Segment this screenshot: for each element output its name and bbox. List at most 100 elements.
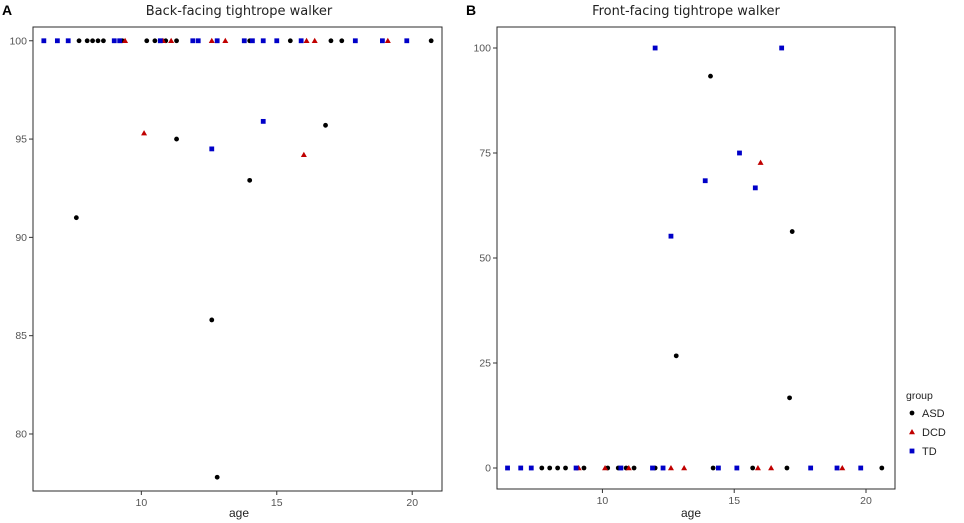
panel-a-point-dcd bbox=[208, 37, 215, 44]
panel-a-point-td bbox=[41, 38, 47, 44]
panel-b-point-asd bbox=[563, 465, 568, 471]
panel-a-y-tick-label: 100 bbox=[9, 35, 27, 47]
panel-a-point-td bbox=[157, 38, 163, 44]
panel-a-point-asd bbox=[328, 38, 334, 44]
panel-b-point-asd bbox=[547, 465, 553, 471]
panel-b-point-td bbox=[618, 465, 624, 471]
panel-b-label: B bbox=[466, 2, 476, 18]
panel-a-point-dcd bbox=[168, 37, 175, 44]
legend-items: ASD DCD TD bbox=[909, 408, 946, 458]
panel-b-plot-area bbox=[496, 26, 896, 490]
panel-b-point-asd bbox=[787, 395, 792, 401]
panel-a-point-asd bbox=[287, 38, 293, 44]
panel-b-point-asd bbox=[555, 465, 561, 471]
panel-a-label: A bbox=[2, 2, 12, 18]
panel-a-point-td bbox=[190, 38, 196, 44]
panel-b-point-asd bbox=[750, 465, 756, 471]
panel-a-point-td bbox=[249, 38, 255, 44]
panel-b-points bbox=[505, 45, 885, 471]
panel-a-x-ticks: 10 15 20 bbox=[136, 491, 418, 509]
panel-b-x-tick-label: 15 bbox=[728, 495, 740, 507]
panel-b-point-td bbox=[752, 185, 758, 191]
panel-a-point-asd bbox=[174, 38, 179, 44]
panel-b-x-tick-label: 10 bbox=[597, 495, 609, 507]
panel-a-point-td bbox=[117, 38, 123, 44]
panel-b-point-td bbox=[716, 465, 721, 471]
panel-b-y-tick-label: 0 bbox=[485, 463, 491, 475]
panel-a-point-dcd bbox=[300, 151, 307, 158]
panel-a-y-tick-label: 80 bbox=[15, 428, 27, 440]
panel-b-point-dcd bbox=[839, 465, 846, 471]
panel-a-plot-area bbox=[32, 26, 443, 492]
panel-a-x-tick-label: 20 bbox=[406, 497, 418, 509]
panel-b-point-asd bbox=[789, 229, 795, 234]
panel-a-point-dcd bbox=[122, 37, 129, 44]
panel-a-point-asd bbox=[144, 38, 150, 44]
legend-title: group bbox=[906, 390, 933, 402]
panel-b-point-td bbox=[650, 465, 655, 471]
panel-a-point-dcd bbox=[384, 37, 391, 44]
panel-b-point-dcd bbox=[625, 465, 632, 471]
panel-a-points bbox=[41, 37, 434, 480]
panel-a-point-asd bbox=[84, 38, 90, 44]
panel-a-x-tick-label: 15 bbox=[271, 497, 283, 509]
panel-b-point-dcd bbox=[754, 465, 761, 471]
panel-b-point-td bbox=[518, 465, 524, 471]
panel-a-point-dcd bbox=[303, 37, 310, 44]
legend-label-dcd: DCD bbox=[922, 427, 946, 439]
panel-a-x-axis-label: age bbox=[229, 506, 249, 520]
panel-b-point-td bbox=[573, 465, 579, 471]
panel-b-point-td bbox=[660, 465, 666, 471]
panel-b-point-td bbox=[702, 178, 708, 184]
panel-b-point-asd bbox=[581, 465, 587, 471]
panel-b-y-tick-label: 50 bbox=[479, 253, 491, 265]
panel-a-point-dcd bbox=[311, 37, 318, 44]
panel-b-point-dcd bbox=[681, 465, 688, 471]
panel-a-point-asd bbox=[214, 474, 220, 480]
panel-a-x-tick-label: 10 bbox=[136, 497, 148, 509]
panel-a-y-tick-label: 85 bbox=[15, 330, 27, 342]
panel-a-point-dcd bbox=[141, 130, 148, 136]
panel-b-point-asd bbox=[673, 353, 679, 359]
panel-a-point-td bbox=[260, 38, 266, 44]
panel-b-point-asd bbox=[539, 465, 545, 471]
panel-a-point-td bbox=[195, 38, 201, 44]
panel-a-point-asd bbox=[76, 38, 82, 44]
panel-a-point-td bbox=[241, 38, 247, 44]
panel-b-point-dcd bbox=[768, 465, 775, 471]
panel-a-point-asd bbox=[428, 38, 434, 44]
panel-b-point-asd bbox=[708, 73, 713, 79]
panel-b-point-dcd bbox=[757, 159, 764, 165]
panel-a-point-asd bbox=[90, 38, 95, 44]
panel-a-point-td bbox=[209, 146, 215, 152]
panel-a-point-td bbox=[65, 38, 71, 44]
panel-b-point-td bbox=[734, 465, 740, 471]
panel-a-point-td bbox=[54, 38, 60, 44]
legend-label-td: TD bbox=[922, 446, 937, 458]
panel-b-point-asd bbox=[631, 465, 637, 471]
panel-b-point-asd bbox=[879, 465, 885, 471]
panel-b-point-td bbox=[505, 465, 510, 471]
panel-b-point-asd bbox=[710, 465, 716, 471]
panel-a-point-asd bbox=[95, 38, 101, 44]
panel-a-point-td bbox=[404, 38, 410, 44]
panel-b-point-td bbox=[668, 233, 674, 239]
panel-b: B Front-facing tightrope walker 10 15 20 0… bbox=[466, 2, 896, 520]
panel-b-point-td bbox=[858, 465, 864, 471]
panel-a-y-tick-label: 95 bbox=[15, 134, 27, 146]
legend: group ASD DCD TD bbox=[906, 390, 946, 458]
panel-a-point-asd bbox=[73, 215, 79, 221]
panel-b-x-tick-label: 20 bbox=[860, 495, 872, 507]
panel-a-point-td bbox=[111, 38, 117, 44]
panel-a-point-td bbox=[274, 38, 280, 44]
panel-b-point-td bbox=[528, 465, 534, 471]
panel-b-x-ticks: 10 15 20 bbox=[597, 489, 872, 507]
panel-a-point-asd bbox=[174, 136, 179, 142]
panel-a-point-td bbox=[260, 118, 266, 124]
panel-b-point-td bbox=[808, 465, 814, 471]
panel-b-point-td bbox=[737, 150, 742, 156]
panel-a-point-asd bbox=[152, 38, 158, 44]
panel-a-point-dcd bbox=[222, 37, 229, 44]
panel-b-y-ticks: 0 25 50 75 100 bbox=[473, 43, 497, 475]
panel-a-point-asd bbox=[339, 38, 345, 44]
